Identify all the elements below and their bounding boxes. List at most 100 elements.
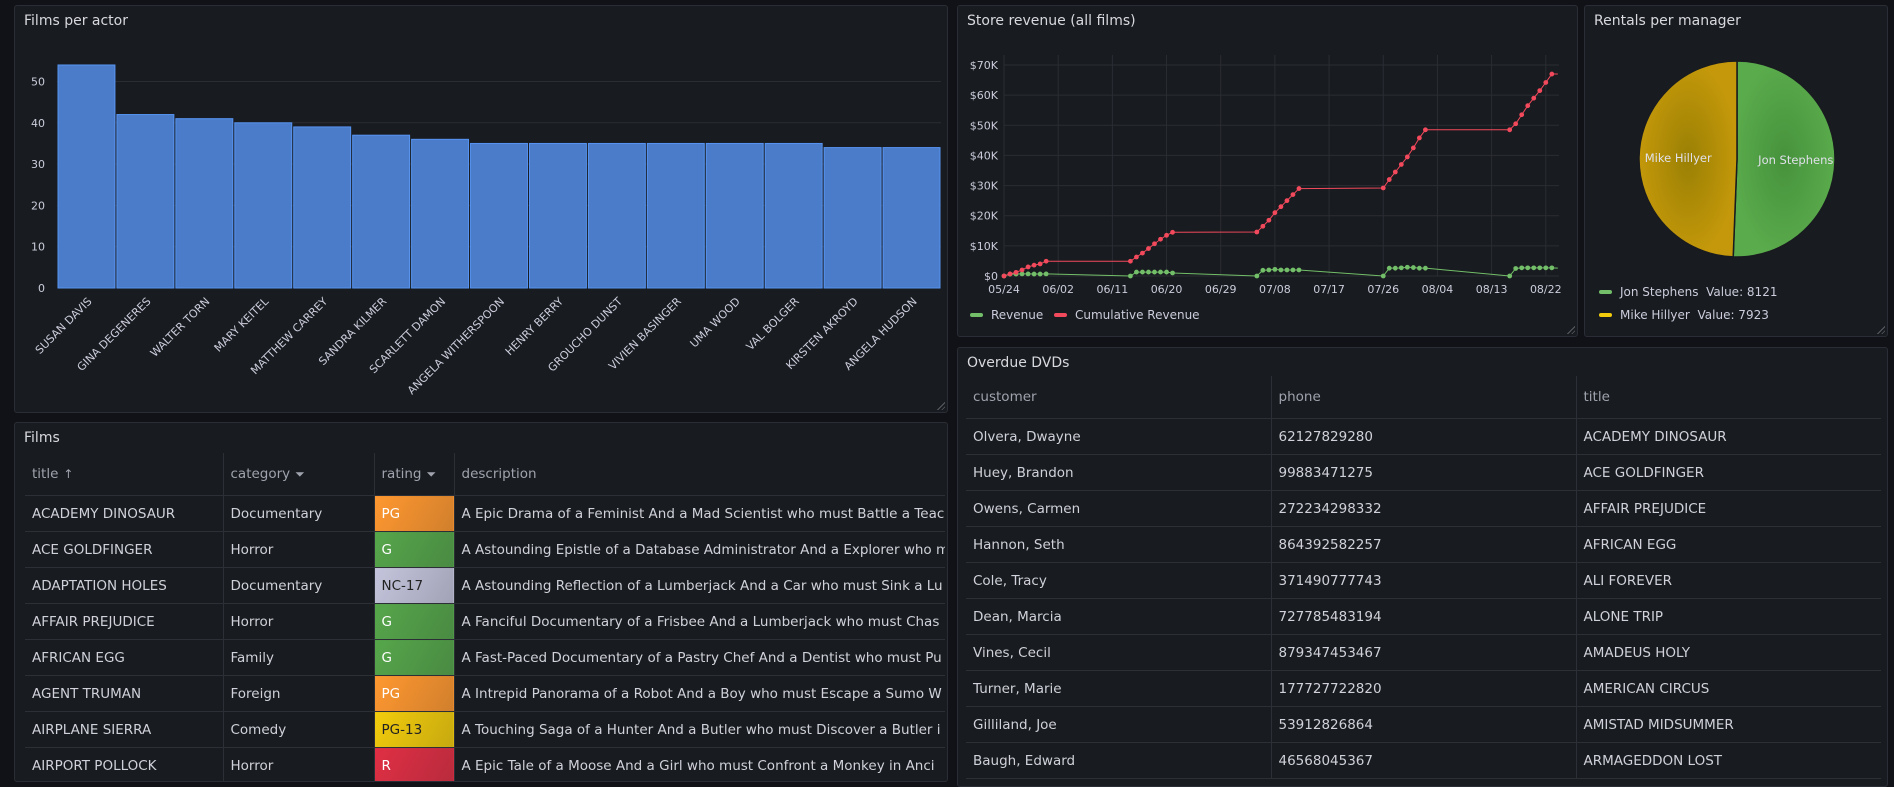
data-point[interactable] — [1025, 264, 1031, 270]
data-point[interactable] — [1284, 198, 1290, 204]
data-point[interactable] — [1386, 265, 1392, 271]
data-point[interactable] — [1013, 269, 1019, 275]
data-point[interactable] — [1266, 217, 1272, 223]
data-point[interactable] — [1386, 177, 1392, 182]
filter-icon[interactable]: ⏷ — [295, 467, 305, 481]
column-header-phone[interactable]: phone — [1270, 376, 1576, 419]
data-point[interactable] — [1404, 264, 1410, 270]
column-header-customer[interactable]: customer — [966, 376, 1271, 419]
sort-ascending-icon[interactable]: ↑ — [63, 467, 74, 481]
data-point[interactable] — [1549, 71, 1555, 77]
column-header-rating[interactable]: rating ⏷ — [373, 453, 454, 496]
bar[interactable] — [175, 118, 234, 289]
data-point[interactable] — [1170, 270, 1175, 276]
data-point[interactable] — [1513, 121, 1519, 127]
data-point[interactable] — [1043, 258, 1049, 264]
data-point[interactable] — [1278, 204, 1284, 210]
legend-cumulative-revenue[interactable]: Cumulative Revenue — [1054, 308, 1200, 322]
data-point[interactable] — [1543, 265, 1549, 271]
data-point[interactable] — [1380, 185, 1386, 191]
data-point[interactable] — [1416, 265, 1422, 271]
data-point[interactable] — [1158, 269, 1163, 275]
bar[interactable] — [411, 138, 470, 289]
data-point[interactable] — [1158, 236, 1163, 242]
data-point[interactable] — [1170, 229, 1175, 235]
data-point[interactable] — [1001, 273, 1007, 279]
data-point[interactable] — [1290, 192, 1296, 198]
data-point[interactable] — [1513, 266, 1519, 271]
data-point[interactable] — [1272, 266, 1278, 272]
data-point[interactable] — [1423, 127, 1428, 133]
bar[interactable] — [823, 147, 882, 289]
data-point[interactable] — [1537, 265, 1543, 271]
legend-jon-stephens[interactable]: Jon Stephens Value: 8121 — [1599, 285, 1777, 299]
data-point[interactable] — [1507, 127, 1513, 133]
data-point[interactable] — [1140, 269, 1145, 275]
bar[interactable] — [882, 147, 941, 289]
data-point[interactable] — [1549, 265, 1555, 271]
bar[interactable] — [587, 142, 646, 289]
data-point[interactable] — [1019, 271, 1025, 277]
data-point[interactable] — [1134, 269, 1139, 275]
data-point[interactable] — [1128, 258, 1133, 264]
bar[interactable] — [293, 126, 352, 289]
data-point[interactable] — [1146, 269, 1151, 275]
data-point[interactable] — [1031, 271, 1037, 277]
bar[interactable] — [528, 142, 587, 289]
data-point[interactable] — [1164, 232, 1169, 238]
data-point[interactable] — [1296, 186, 1302, 191]
data-point[interactable] — [1525, 103, 1531, 109]
bar[interactable] — [57, 64, 116, 289]
data-point[interactable] — [1164, 269, 1169, 275]
data-point[interactable] — [1392, 265, 1398, 271]
data-point[interactable] — [1043, 271, 1049, 277]
data-point[interactable] — [1031, 262, 1037, 268]
bar[interactable] — [705, 142, 764, 289]
data-point[interactable] — [1254, 273, 1260, 279]
column-header-description[interactable]: description — [453, 453, 945, 496]
data-point[interactable] — [1398, 265, 1404, 271]
data-point[interactable] — [1037, 271, 1043, 277]
pie-slice[interactable] — [1638, 60, 1738, 258]
column-header-title[interactable]: title — [1575, 376, 1881, 419]
data-point[interactable] — [1380, 273, 1386, 279]
bar[interactable] — [764, 142, 823, 289]
data-point[interactable] — [1260, 223, 1266, 229]
column-header-category[interactable]: category ⏷ — [222, 453, 374, 496]
bar[interactable] — [234, 122, 293, 289]
data-point[interactable] — [1543, 80, 1549, 85]
data-point[interactable] — [1284, 267, 1290, 273]
data-point[interactable] — [1134, 254, 1139, 260]
data-point[interactable] — [1260, 267, 1266, 273]
resize-handle[interactable] — [1566, 325, 1575, 334]
data-point[interactable] — [1423, 265, 1428, 271]
filter-icon[interactable]: ⏷ — [426, 467, 437, 481]
data-point[interactable] — [1531, 265, 1537, 271]
data-point[interactable] — [1266, 267, 1272, 273]
data-point[interactable] — [1392, 169, 1398, 175]
data-point[interactable] — [1254, 229, 1260, 235]
resize-handle[interactable] — [1876, 325, 1885, 334]
data-point[interactable] — [1531, 95, 1537, 101]
data-point[interactable] — [1019, 267, 1025, 273]
data-point[interactable] — [1537, 88, 1543, 94]
data-point[interactable] — [1507, 273, 1513, 279]
data-point[interactable] — [1519, 265, 1525, 271]
data-point[interactable] — [1037, 261, 1043, 267]
bar[interactable] — [352, 134, 411, 289]
data-point[interactable] — [1146, 246, 1151, 251]
data-point[interactable] — [1152, 269, 1157, 275]
data-point[interactable] — [1525, 265, 1531, 271]
data-point[interactable] — [1410, 265, 1416, 270]
data-point[interactable] — [1290, 267, 1296, 273]
data-point[interactable] — [1519, 112, 1525, 118]
legend-revenue[interactable]: Revenue — [970, 308, 1043, 322]
data-point[interactable] — [1410, 145, 1416, 151]
bar[interactable] — [116, 114, 175, 289]
data-point[interactable] — [1128, 273, 1133, 279]
data-point[interactable] — [1007, 271, 1013, 277]
column-header-title[interactable]: title ↑ — [25, 453, 223, 496]
resize-handle[interactable] — [936, 401, 945, 410]
data-point[interactable] — [1398, 162, 1404, 167]
pie-slice[interactable] — [1732, 60, 1836, 258]
